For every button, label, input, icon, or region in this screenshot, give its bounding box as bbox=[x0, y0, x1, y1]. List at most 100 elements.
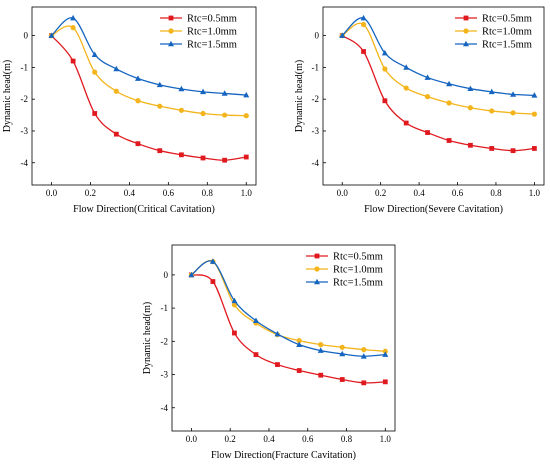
data-point bbox=[467, 105, 473, 111]
data-point bbox=[424, 94, 431, 100]
legend-marker bbox=[314, 266, 320, 272]
data-point bbox=[446, 138, 452, 143]
plot-frame bbox=[31, 6, 257, 186]
x-tick-label: 0.2 bbox=[85, 188, 96, 198]
data-point bbox=[531, 111, 537, 117]
y-tick-label: -4 bbox=[161, 403, 169, 413]
data-point bbox=[382, 351, 389, 357]
data-point bbox=[381, 49, 388, 56]
y-tick-label: -3 bbox=[312, 126, 320, 136]
data-point bbox=[339, 344, 345, 350]
y-tick-label: -1 bbox=[21, 62, 29, 72]
data-point bbox=[156, 81, 163, 88]
data-point bbox=[382, 379, 388, 385]
data-point bbox=[243, 113, 249, 119]
data-point bbox=[113, 65, 120, 72]
y-tick-label: 0 bbox=[164, 270, 169, 280]
legend-label: Rtc=1.5mm bbox=[187, 40, 237, 51]
legend-label: Rtc=1.5mm bbox=[333, 278, 383, 289]
legend-marker bbox=[168, 15, 174, 21]
x-tick-label: 0.4 bbox=[413, 188, 425, 198]
legend-entry: Rtc=0.5mm bbox=[455, 14, 532, 25]
legend-marker bbox=[168, 40, 174, 47]
data-point bbox=[157, 103, 163, 109]
x-axis-title: Flow Direction(Fracture Cavitation) bbox=[211, 450, 356, 461]
y-axis-title: Dynamic head(m) bbox=[294, 60, 305, 132]
data-point bbox=[339, 32, 346, 38]
data-point bbox=[403, 120, 409, 126]
data-point bbox=[222, 157, 228, 163]
data-point bbox=[209, 258, 216, 264]
data-point bbox=[200, 110, 206, 117]
legend-entry: Rtc=1.0mm bbox=[160, 27, 237, 38]
data-point bbox=[403, 85, 409, 91]
legend-label: Rtc=0.5mm bbox=[482, 14, 532, 25]
series-line bbox=[191, 274, 386, 384]
data-point bbox=[113, 88, 119, 94]
data-point bbox=[113, 131, 119, 137]
data-point bbox=[489, 108, 495, 114]
legend-entry: Rtc=1.5mm bbox=[160, 40, 237, 51]
plot-frame bbox=[171, 244, 396, 432]
legend-entry: Rtc=0.5mm bbox=[160, 14, 237, 25]
data-point bbox=[91, 51, 98, 57]
data-point bbox=[361, 380, 367, 386]
legend-entry: Rtc=1.0mm bbox=[455, 27, 532, 38]
legend-label: Rtc=1.5mm bbox=[482, 40, 532, 51]
data-point bbox=[252, 317, 259, 324]
legend-entry: Rtc=1.0mm bbox=[306, 265, 383, 276]
data-point bbox=[178, 85, 185, 92]
data-point bbox=[296, 341, 303, 347]
data-point bbox=[318, 342, 324, 348]
data-point bbox=[178, 107, 184, 113]
y-tick-label: -2 bbox=[21, 94, 29, 104]
x-tick-label: 0.6 bbox=[163, 188, 175, 198]
data-point bbox=[510, 148, 516, 154]
x-tick-label: 0.0 bbox=[46, 188, 58, 198]
data-point bbox=[531, 146, 537, 151]
data-point bbox=[339, 377, 345, 382]
data-point bbox=[231, 297, 238, 304]
y-tick-label: 0 bbox=[315, 31, 320, 41]
data-point bbox=[489, 146, 495, 151]
data-point bbox=[135, 98, 141, 104]
data-point bbox=[210, 279, 216, 284]
data-point bbox=[360, 21, 367, 28]
legend-marker bbox=[314, 278, 320, 285]
y-tick-label: -2 bbox=[161, 336, 169, 346]
y-tick-label: -1 bbox=[312, 62, 320, 72]
data-point bbox=[253, 352, 259, 358]
x-tick-label: 1.0 bbox=[380, 434, 392, 444]
y-tick-label: -4 bbox=[312, 158, 320, 168]
data-point bbox=[361, 347, 367, 353]
legend-marker bbox=[314, 253, 320, 259]
y-tick-label: -3 bbox=[21, 126, 29, 136]
data-point bbox=[92, 111, 98, 116]
series-1 bbox=[188, 272, 388, 386]
data-point bbox=[361, 49, 366, 54]
legend-entry: Rtc=1.5mm bbox=[455, 40, 532, 51]
series-3 bbox=[48, 14, 250, 98]
x-tick-label: 1.0 bbox=[241, 188, 253, 198]
x-axis-title: Flow Direction(Severe Cavitation) bbox=[364, 204, 503, 215]
data-point bbox=[488, 88, 495, 95]
data-point bbox=[446, 100, 452, 106]
x-axis-title: Flow Direction(Critical Cavitation) bbox=[73, 204, 215, 215]
y-axis-title: Dynamic head(m) bbox=[2, 60, 13, 132]
x-tick-label: 0.6 bbox=[302, 434, 314, 444]
data-point bbox=[339, 350, 346, 357]
series-line bbox=[50, 35, 247, 161]
data-point bbox=[510, 110, 516, 116]
data-point bbox=[135, 141, 141, 147]
data-point bbox=[382, 66, 388, 72]
data-point bbox=[222, 112, 228, 118]
data-point bbox=[382, 98, 388, 104]
data-point bbox=[274, 330, 281, 337]
x-tick-label: 0.4 bbox=[263, 434, 275, 444]
data-point bbox=[70, 58, 76, 64]
data-point bbox=[243, 154, 249, 160]
data-point bbox=[157, 148, 163, 154]
legend-entry: Rtc=0.5mm bbox=[306, 252, 383, 263]
data-point bbox=[275, 362, 280, 367]
